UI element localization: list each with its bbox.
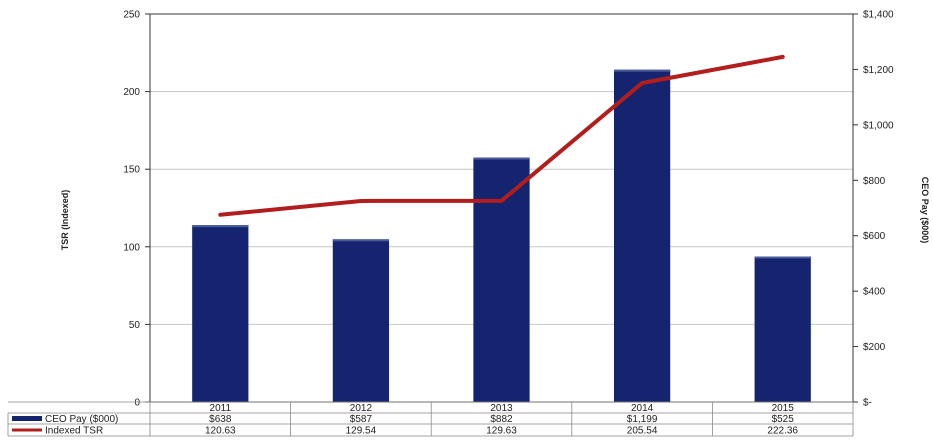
bar-top-highlight <box>473 157 530 160</box>
bars <box>192 69 811 402</box>
tsr-label-2013: 129.63 <box>486 426 517 437</box>
right-tick-label: $1,000 <box>863 120 894 131</box>
pay-label-2013: $882 <box>490 414 513 425</box>
left-tick-label: 150 <box>123 165 140 176</box>
right-tick-label: $1,400 <box>863 10 894 21</box>
x-tick-label-2015: 2015 <box>772 403 795 414</box>
x-tick-label-2011: 2011 <box>210 403 232 414</box>
tsr-point-2012 <box>359 199 363 203</box>
pay-label-2014: $1,199 <box>627 414 658 425</box>
bar-2015 <box>754 256 811 402</box>
bar-2012 <box>332 239 390 402</box>
tsr-line <box>218 54 785 217</box>
left-ticks: 0 50 100 150 200 250 <box>123 10 150 409</box>
x-tick-label-2014: 2014 <box>631 403 654 414</box>
left-tick-label: 200 <box>123 87 140 98</box>
bar-2011 <box>192 225 249 402</box>
tsr-label-2014: 205.54 <box>627 426 658 437</box>
pay-label-2015: $525 <box>772 414 795 425</box>
right-tick-label: $- <box>863 398 872 409</box>
right-tick-label: $400 <box>863 287 886 298</box>
bar-top-highlight <box>613 69 671 72</box>
right-tick-label: $600 <box>863 231 886 242</box>
right-tick-label: $1,200 <box>863 65 894 76</box>
tsr-label-2015: 222.36 <box>767 426 798 437</box>
bar-top-highlight <box>332 239 390 242</box>
bar-top-highlight <box>754 256 811 259</box>
left-tick-label: 100 <box>123 242 140 253</box>
pay-label-2012: $587 <box>350 414 373 425</box>
left-tick-label: 0 <box>134 398 140 409</box>
bar-2014 <box>613 69 671 402</box>
left-tick-label: 50 <box>129 320 141 331</box>
legend-key-ceo-pay <box>12 416 42 421</box>
pay-label-2011: $638 <box>209 414 232 425</box>
right-tick-label: $800 <box>863 176 886 187</box>
y-axis-title: TSR (Indexed) <box>60 190 70 251</box>
bar-2013 <box>473 157 530 402</box>
tsr-label-2012: 129.54 <box>346 426 377 437</box>
tsr-label-2011: 120.63 <box>205 426 236 437</box>
legend-label-tsr: Indexed TSR <box>45 426 103 437</box>
left-tick-label: 250 <box>123 10 140 21</box>
right-tick-label: $200 <box>863 342 886 353</box>
tsr-point-2014 <box>640 81 644 85</box>
tsr-point-2011 <box>218 213 222 217</box>
bar-top-highlight <box>192 225 249 228</box>
y2-axis-title: CEO Pay ($000) <box>920 177 930 244</box>
right-ticks: $- $200 $400 $600 $800 $1,000 $1,200 $1,400 <box>853 10 894 409</box>
x-tick-label-2012: 2012 <box>350 403 373 414</box>
tsr-point-2015 <box>781 55 785 59</box>
tsr-point-2013 <box>500 199 503 203</box>
legend-label-ceo-pay: CEO Pay ($000) <box>45 414 118 425</box>
x-tick-label-2013: 2013 <box>490 403 513 414</box>
